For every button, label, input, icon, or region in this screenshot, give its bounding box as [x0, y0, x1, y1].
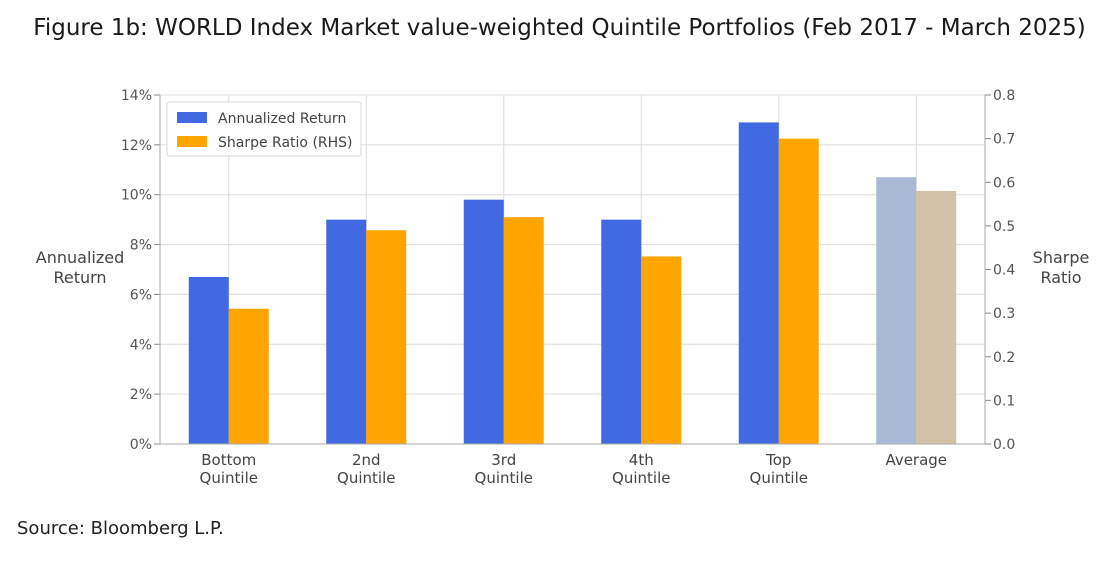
legend-label: Annualized Return [218, 111, 346, 127]
right-tick-label: 0.2 [993, 350, 1015, 366]
right-tick-label: 0.7 [993, 132, 1015, 148]
right-tick-label: 0.3 [993, 306, 1015, 322]
legend-swatch [177, 112, 207, 123]
bar-annualized-return [188, 276, 229, 444]
legend-box [166, 101, 362, 157]
left-tick-label: 8% [130, 238, 152, 254]
left-tick-label: 6% [130, 287, 152, 303]
bar-annualized-return [463, 199, 504, 444]
right-tick-label: 0.5 [993, 219, 1015, 235]
axes-layer [154, 94, 991, 445]
left-tick-label: 0% [130, 437, 152, 453]
bar-sharpe-ratio [916, 190, 957, 444]
bar-sharpe-ratio [778, 138, 819, 444]
bar-annualized-return [738, 122, 779, 445]
x-tick-label: Average [885, 451, 947, 469]
legend-swatch [177, 136, 207, 147]
y-axis-label-right: Sharpe Ratio [1033, 248, 1090, 287]
bar-sharpe-ratio [228, 308, 269, 444]
right-tick-label: 0.4 [993, 263, 1015, 279]
bar-annualized-return [326, 219, 367, 444]
bar-sharpe-ratio [366, 230, 407, 444]
legend: Annualized Return Sharpe Ratio (RHS) [166, 101, 362, 157]
left-tick-label: 4% [130, 337, 152, 353]
source-note: Source: Bloomberg L.P. [17, 518, 224, 539]
right-tick-label: 0.1 [993, 393, 1015, 409]
labels-layer: 0% 2% 4% 6% 8% 10% 12% 14% 0.0 0.1 0.2 0.3 0.4 0.5 0.6… [36, 88, 1090, 487]
right-tick-label: 0.0 [993, 437, 1015, 453]
legend-label: Sharpe Ratio (RHS) [218, 135, 353, 151]
bar-annualized-return [876, 177, 917, 444]
bars-layer [188, 122, 957, 445]
x-tick-label: 4th Quintile [612, 451, 670, 487]
bar-sharpe-ratio [641, 256, 682, 444]
left-tick-label: 12% [121, 138, 152, 154]
bar-annualized-return [601, 219, 642, 444]
left-tick-label: 14% [121, 88, 152, 104]
y-axis-label-left: Annualized Return [36, 248, 124, 287]
right-tick-label: 0.8 [993, 88, 1015, 104]
bar-sharpe-ratio [503, 217, 544, 444]
x-tick-label: Top Quintile [750, 451, 808, 487]
right-tick-label: 0.6 [993, 175, 1015, 191]
left-tick-label: 2% [130, 387, 152, 403]
x-tick-label: 3rd Quintile [475, 451, 533, 487]
left-tick-label: 10% [121, 188, 152, 204]
x-tick-label: Bottom Quintile [200, 451, 258, 487]
x-tick-label: 2nd Quintile [337, 451, 395, 487]
page-title: Figure 1b: WORLD Index Market value-weig… [33, 15, 1086, 41]
